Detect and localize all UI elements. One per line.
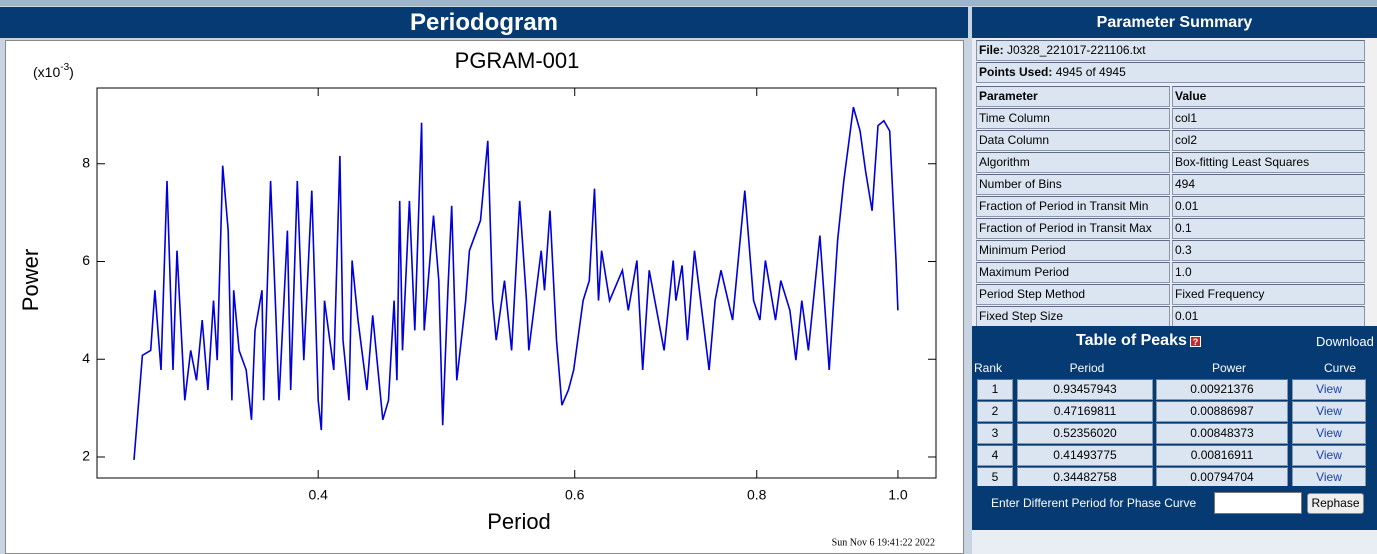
summary-header: Parameter Summary bbox=[972, 7, 1377, 38]
peak-cell: 0.41493775 bbox=[1017, 445, 1153, 466]
y-tick-label: 4 bbox=[82, 350, 90, 366]
x-tick-label: 1.0 bbox=[888, 487, 908, 503]
top-strip bbox=[0, 0, 1377, 6]
peak-cell: 3 bbox=[977, 423, 1013, 444]
peaks-title: Table of Peaks bbox=[1076, 332, 1187, 349]
param-name: Time Column bbox=[976, 108, 1170, 129]
bottom-strip bbox=[972, 530, 1377, 554]
param-name: Number of Bins bbox=[976, 174, 1170, 195]
peak-cell: 0.00921376 bbox=[1156, 379, 1288, 400]
y-tick-label: 2 bbox=[82, 448, 90, 464]
peaks-column-header: Curve bbox=[1323, 361, 1356, 375]
x-tick-label: 0.4 bbox=[308, 487, 328, 503]
y-tick-label: 6 bbox=[82, 252, 90, 268]
param-value: Box-fitting Least Squares bbox=[1172, 152, 1365, 173]
peaks-table: Rank Period Power Curve 1 0.93457943 0.0092137… bbox=[972, 360, 1366, 486]
x-tick-label: 0.6 bbox=[565, 487, 585, 503]
peak-cell: 0.00886987 bbox=[1156, 401, 1288, 422]
param-value: Fixed Frequency bbox=[1172, 284, 1365, 305]
chart-panel bbox=[5, 40, 964, 554]
peak-cell: 0.00794704 bbox=[1156, 467, 1288, 486]
peak-cell: 1 bbox=[977, 379, 1013, 400]
timestamp: Sun Nov 6 19:41:22 2022 bbox=[832, 537, 935, 548]
view-link[interactable]: View bbox=[1292, 423, 1366, 444]
param-value: col1 bbox=[1172, 108, 1365, 129]
peak-cell: 0.47169811 bbox=[1017, 401, 1153, 422]
view-link[interactable]: View bbox=[1292, 467, 1366, 486]
param-name: Data Column bbox=[976, 130, 1170, 151]
peak-cell: 0.93457943 bbox=[1017, 379, 1153, 400]
chart: PGRAM-001 Period Power (x10-3) Sun Nov 6… bbox=[18, 48, 937, 548]
peaks-column-header: Power bbox=[1211, 361, 1246, 375]
param-column-header: Parameter bbox=[976, 86, 1170, 107]
points-label: Points Used: bbox=[979, 65, 1053, 79]
param-name: Maximum Period bbox=[976, 262, 1170, 283]
rephase-button[interactable]: Rephase bbox=[1307, 493, 1364, 514]
peak-cell: 0.52356020 bbox=[1017, 423, 1153, 444]
summary-panel: File: J0328_221017-221106.txt Points Used… bbox=[972, 38, 1377, 326]
peak-cell: 0.34482758 bbox=[1017, 467, 1153, 486]
view-link[interactable]: View bbox=[1292, 445, 1366, 466]
param-value: 0.01 bbox=[1172, 196, 1365, 217]
file-row: File: J0328_221017-221106.txt bbox=[976, 40, 1365, 61]
periodogram-line bbox=[133, 106, 899, 460]
points-value: 4945 of 4945 bbox=[1055, 65, 1126, 79]
y-axis-label: Power bbox=[18, 249, 43, 311]
help-icon[interactable]: ? bbox=[1190, 336, 1201, 347]
view-link[interactable]: View bbox=[1292, 401, 1366, 422]
param-name: Period Step Method bbox=[976, 284, 1170, 305]
points-row: Points Used: 4945 of 4945 bbox=[976, 62, 1365, 83]
multiplier-suffix: ) bbox=[69, 64, 74, 80]
plot-frame bbox=[96, 87, 937, 479]
multiplier-prefix: (x10 bbox=[33, 64, 60, 80]
param-value: 0.01 bbox=[1172, 306, 1365, 326]
param-value: 0.3 bbox=[1172, 240, 1365, 261]
param-value: col2 bbox=[1172, 130, 1365, 151]
file-value: J0328_221017-221106.txt bbox=[1007, 43, 1146, 57]
peaks-column-header: Period bbox=[1069, 361, 1105, 375]
chart-title: PGRAM-001 bbox=[455, 48, 580, 73]
peak-cell: 4 bbox=[977, 445, 1013, 466]
peak-cell: 5 bbox=[977, 467, 1013, 486]
peak-cell: 0.00848373 bbox=[1156, 423, 1288, 444]
param-name: Fraction of Period in Transit Max bbox=[976, 218, 1170, 239]
param-value: 0.1 bbox=[1172, 218, 1365, 239]
param-value: 1.0 bbox=[1172, 262, 1365, 283]
x-tick-label: 0.8 bbox=[747, 487, 767, 503]
period-input[interactable] bbox=[1214, 492, 1302, 514]
peak-cell: 0.00816911 bbox=[1156, 445, 1288, 466]
peak-cell: 2 bbox=[977, 401, 1013, 422]
multiplier-exponent: -3 bbox=[60, 62, 69, 73]
param-name: Minimum Period bbox=[976, 240, 1170, 261]
param-name: Fixed Step Size bbox=[976, 306, 1170, 326]
x-axis-label: Period bbox=[487, 509, 551, 534]
peaks-column-header: Rank bbox=[973, 361, 1002, 375]
scrollbar[interactable] bbox=[1366, 38, 1377, 326]
param-column-header: Value bbox=[1172, 86, 1365, 107]
periodogram-header: Periodogram bbox=[0, 7, 968, 38]
y-multiplier: (x10-3) bbox=[33, 62, 74, 80]
phase-label: Enter Different Period for Phase Curve bbox=[991, 496, 1197, 510]
download-link[interactable]: Download bbox=[1316, 334, 1374, 349]
param-value: 494 bbox=[1172, 174, 1365, 195]
view-link[interactable]: View bbox=[1292, 379, 1366, 400]
file-label: File: bbox=[979, 43, 1004, 57]
param-name: Algorithm bbox=[976, 152, 1170, 173]
y-tick-label: 8 bbox=[82, 154, 90, 170]
param-name: Fraction of Period in Transit Min bbox=[976, 196, 1170, 217]
